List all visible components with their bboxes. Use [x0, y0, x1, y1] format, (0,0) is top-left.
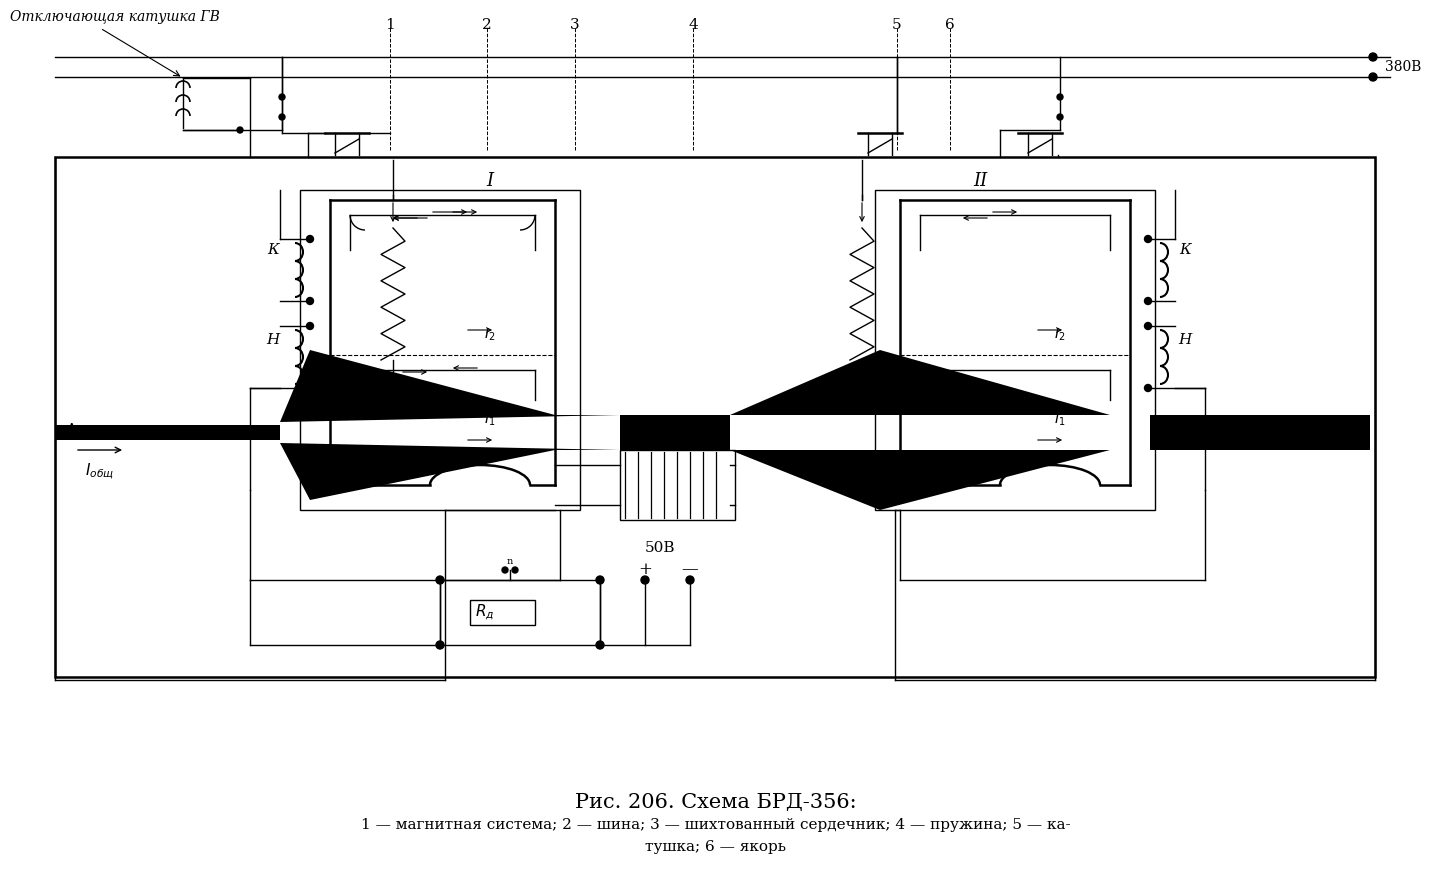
- Text: Отключающая катушка ГВ: Отключающая катушка ГВ: [10, 10, 219, 24]
- Text: 5: 5: [893, 18, 901, 32]
- Bar: [470, 600, 535, 625]
- Text: 1 — магнитная система; 2 — шина; 3 — шихтованный сердечник; 4 — пружина; 5 — ка-: 1 — магнитная система; 2 — шина; 3 — ших…: [361, 818, 1070, 832]
- Circle shape: [1145, 385, 1152, 392]
- Circle shape: [236, 127, 244, 133]
- Circle shape: [1145, 323, 1152, 330]
- Text: К: К: [267, 243, 279, 257]
- Circle shape: [1058, 114, 1063, 120]
- Text: I: I: [486, 172, 493, 190]
- Bar: [54, 157, 1376, 677]
- Text: $I_2$: $I_2$: [1055, 327, 1066, 344]
- Circle shape: [1369, 53, 1377, 61]
- Text: n: n: [507, 557, 513, 567]
- Circle shape: [686, 576, 694, 584]
- Circle shape: [1058, 94, 1063, 100]
- Text: $I_{общ}$: $I_{общ}$: [86, 462, 115, 482]
- Text: А: А: [64, 423, 79, 441]
- Text: 6: 6: [946, 18, 954, 32]
- Circle shape: [1369, 73, 1377, 81]
- Circle shape: [307, 297, 314, 304]
- Bar: [876, 190, 1155, 510]
- Text: 2: 2: [481, 18, 492, 32]
- Text: К: К: [1179, 243, 1191, 257]
- Circle shape: [279, 114, 285, 120]
- Text: Б: Б: [1351, 423, 1366, 441]
- Text: $I_2$: $I_2$: [484, 327, 496, 344]
- Polygon shape: [620, 415, 729, 450]
- Circle shape: [596, 641, 603, 649]
- Text: 50В: 50В: [645, 541, 675, 555]
- Text: II: II: [973, 172, 987, 190]
- Text: $I_1$: $I_1$: [1055, 412, 1066, 428]
- Polygon shape: [1151, 415, 1370, 450]
- Circle shape: [596, 576, 603, 584]
- Text: —: —: [682, 562, 698, 578]
- Text: 4: 4: [688, 18, 698, 32]
- Text: 380В: 380В: [1386, 60, 1422, 74]
- Circle shape: [307, 235, 314, 242]
- Circle shape: [512, 567, 517, 573]
- Text: Н: Н: [1178, 333, 1192, 347]
- Text: Рис. 206. Схема БРД-356:: Рис. 206. Схема БРД-356:: [575, 793, 857, 812]
- Circle shape: [502, 567, 509, 573]
- Circle shape: [1145, 297, 1152, 304]
- Circle shape: [307, 323, 314, 330]
- Text: 3: 3: [570, 18, 580, 32]
- Text: $I_1$: $I_1$: [484, 412, 496, 428]
- Bar: [299, 190, 580, 510]
- Bar: [620, 450, 735, 520]
- Text: тушка; 6 — якорь: тушка; 6 — якорь: [645, 840, 787, 854]
- Polygon shape: [279, 443, 620, 500]
- Polygon shape: [729, 350, 1151, 415]
- Text: 1: 1: [385, 18, 396, 32]
- Circle shape: [641, 576, 649, 584]
- Text: $R_д$: $R_д$: [476, 602, 494, 622]
- Text: Н: Н: [267, 333, 279, 347]
- Circle shape: [1145, 235, 1152, 242]
- Circle shape: [436, 576, 444, 584]
- Polygon shape: [729, 450, 1151, 510]
- Polygon shape: [54, 425, 279, 440]
- Text: +: +: [638, 562, 652, 578]
- Circle shape: [307, 385, 314, 392]
- Circle shape: [279, 94, 285, 100]
- Polygon shape: [279, 350, 620, 422]
- Circle shape: [436, 641, 444, 649]
- Bar: [440, 580, 600, 645]
